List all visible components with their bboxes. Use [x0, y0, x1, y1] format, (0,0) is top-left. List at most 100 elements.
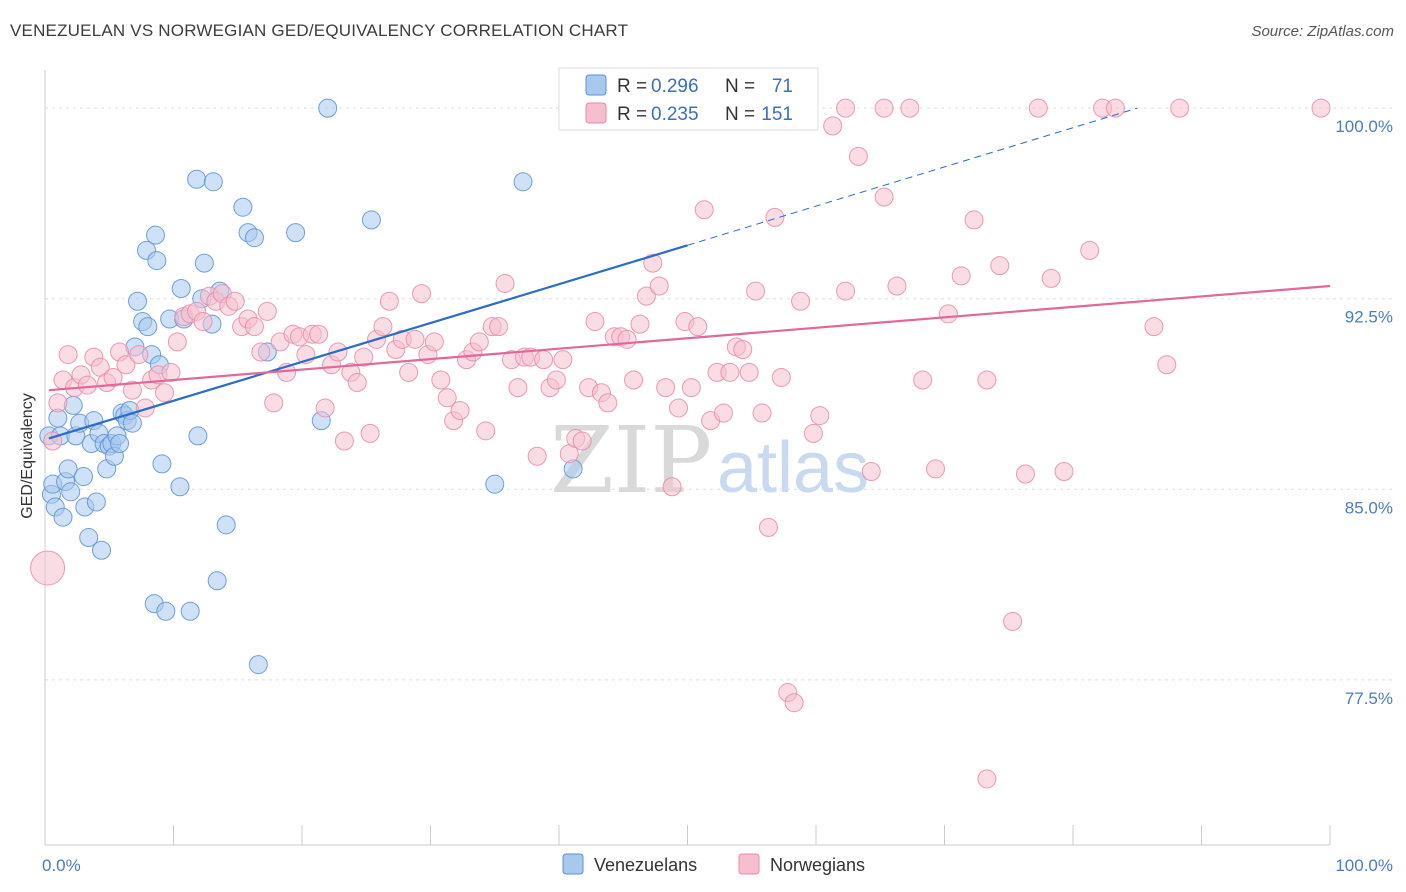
point-norwegians-132 — [926, 459, 946, 479]
point-venezuelans-62 — [248, 655, 268, 675]
point-norwegians-98 — [662, 477, 682, 497]
point-norwegians-71 — [489, 317, 509, 337]
y-axis-label: GED/Equivalency — [19, 393, 36, 518]
points-layer — [30, 98, 1331, 789]
point-norwegians-137 — [990, 256, 1010, 276]
point-norwegians-141 — [1041, 268, 1061, 288]
trend-line-venezuelans-extension — [687, 107, 1138, 246]
point-norwegians-145 — [1105, 98, 1125, 118]
point-norwegians-110 — [739, 362, 759, 382]
point-norwegians-81 — [553, 350, 573, 370]
point-venezuelans-53 — [194, 253, 214, 273]
point-venezuelans-56 — [207, 571, 227, 591]
point-norwegians-0 — [30, 550, 66, 586]
point-norwegians-84 — [572, 431, 592, 451]
bottom-legend-swatch-norwegians — [738, 853, 760, 875]
point-norwegians-77 — [527, 446, 547, 466]
y-tick-label-3: 100.0% — [1335, 117, 1393, 136]
point-norwegians-133 — [938, 304, 958, 324]
point-norwegians-2 — [48, 393, 68, 413]
point-norwegians-57 — [399, 362, 419, 382]
point-norwegians-128 — [874, 98, 894, 118]
point-norwegians-127 — [874, 187, 894, 207]
point-norwegians-148 — [1170, 98, 1190, 118]
point-norwegians-88 — [598, 393, 618, 413]
point-norwegians-138 — [1003, 611, 1023, 631]
point-norwegians-130 — [900, 98, 920, 118]
point-norwegians-54 — [379, 291, 399, 311]
point-norwegians-36 — [264, 393, 284, 413]
point-venezuelans-6 — [53, 507, 73, 527]
legend-r-label-1: R = — [617, 76, 647, 97]
point-venezuelans-15 — [79, 528, 99, 548]
point-norwegians-122 — [823, 116, 843, 136]
point-venezuelans-50 — [187, 169, 207, 189]
trend-line-norwegians — [48, 284, 1331, 392]
point-norwegians-114 — [765, 207, 785, 227]
point-venezuelans-51 — [188, 426, 208, 446]
point-norwegians-121 — [810, 406, 830, 426]
point-venezuelans-47 — [171, 279, 191, 299]
point-norwegians-106 — [713, 403, 733, 423]
point-norwegians-58 — [405, 329, 425, 349]
point-norwegians-63 — [437, 388, 457, 408]
point-norwegians-109 — [733, 340, 753, 360]
point-norwegians-33 — [244, 317, 264, 337]
point-norwegians-44 — [315, 398, 335, 418]
point-venezuelans-40 — [146, 225, 166, 245]
point-norwegians-135 — [964, 210, 984, 230]
point-norwegians-103 — [694, 200, 714, 220]
point-norwegians-97 — [656, 378, 676, 398]
point-venezuelans-34 — [128, 291, 148, 311]
point-venezuelans-64 — [286, 223, 306, 243]
point-norwegians-43 — [309, 324, 329, 344]
point-norwegians-125 — [848, 146, 868, 166]
legend-swatch-venezuelans — [585, 74, 607, 96]
point-norwegians-11 — [103, 367, 123, 387]
point-norwegians-113 — [758, 517, 778, 537]
legend-swatch-norwegians — [585, 102, 607, 124]
point-venezuelans-18 — [86, 492, 106, 512]
bottom-legend-label-venezuelans: Venezuelans — [594, 855, 697, 875]
y-tick-label-0: 77.5% — [1345, 689, 1393, 708]
point-norwegians-94 — [636, 286, 656, 306]
point-norwegians-53 — [373, 317, 393, 337]
point-norwegians-117 — [784, 693, 804, 713]
point-norwegians-118 — [791, 291, 811, 311]
point-venezuelans-27 — [110, 434, 130, 454]
point-venezuelans-69 — [513, 172, 533, 192]
chart-title: VENEZUELAN VS NORWEGIAN GED/EQUIVALENCY … — [10, 21, 629, 40]
legend-r-value-1: 0.296 — [651, 76, 699, 97]
point-norwegians-99 — [669, 398, 689, 418]
point-venezuelans-46 — [170, 477, 190, 497]
point-venezuelans-55 — [203, 172, 223, 192]
point-norwegians-139 — [1015, 464, 1035, 484]
point-norwegians-112 — [752, 403, 772, 423]
watermark-atlas: atlas — [717, 428, 869, 508]
x-tick-label-0: 0.0% — [42, 856, 81, 875]
bottom-legend: Venezuelans Norwegians — [562, 853, 865, 875]
point-norwegians-93 — [630, 314, 650, 334]
legend-n-value-1: 71 — [772, 76, 793, 97]
point-venezuelans-67 — [361, 210, 381, 230]
point-norwegians-149 — [1311, 98, 1331, 118]
point-norwegians-140 — [1028, 98, 1048, 118]
point-norwegians-20 — [161, 362, 181, 382]
point-norwegians-126 — [861, 461, 881, 481]
point-venezuelans-66 — [318, 98, 338, 118]
point-norwegians-136 — [977, 769, 997, 789]
point-norwegians-146 — [1144, 317, 1164, 337]
y-tick-label-2: 92.5% — [1345, 308, 1393, 327]
chart-source: Source: ZipAtlas.com — [1251, 23, 1394, 40]
point-norwegians-107 — [720, 362, 740, 382]
series-norwegians — [30, 98, 1331, 789]
point-norwegians-134 — [951, 266, 971, 286]
point-norwegians-49 — [347, 373, 367, 393]
y-tick-label-1: 85.0% — [1345, 498, 1393, 517]
legend-r-label-2: R = — [617, 104, 647, 125]
point-norwegians-25 — [193, 312, 213, 332]
point-norwegians-142 — [1054, 461, 1074, 481]
legend-n-label-2: N = — [725, 104, 755, 125]
point-venezuelans-43 — [152, 454, 172, 474]
